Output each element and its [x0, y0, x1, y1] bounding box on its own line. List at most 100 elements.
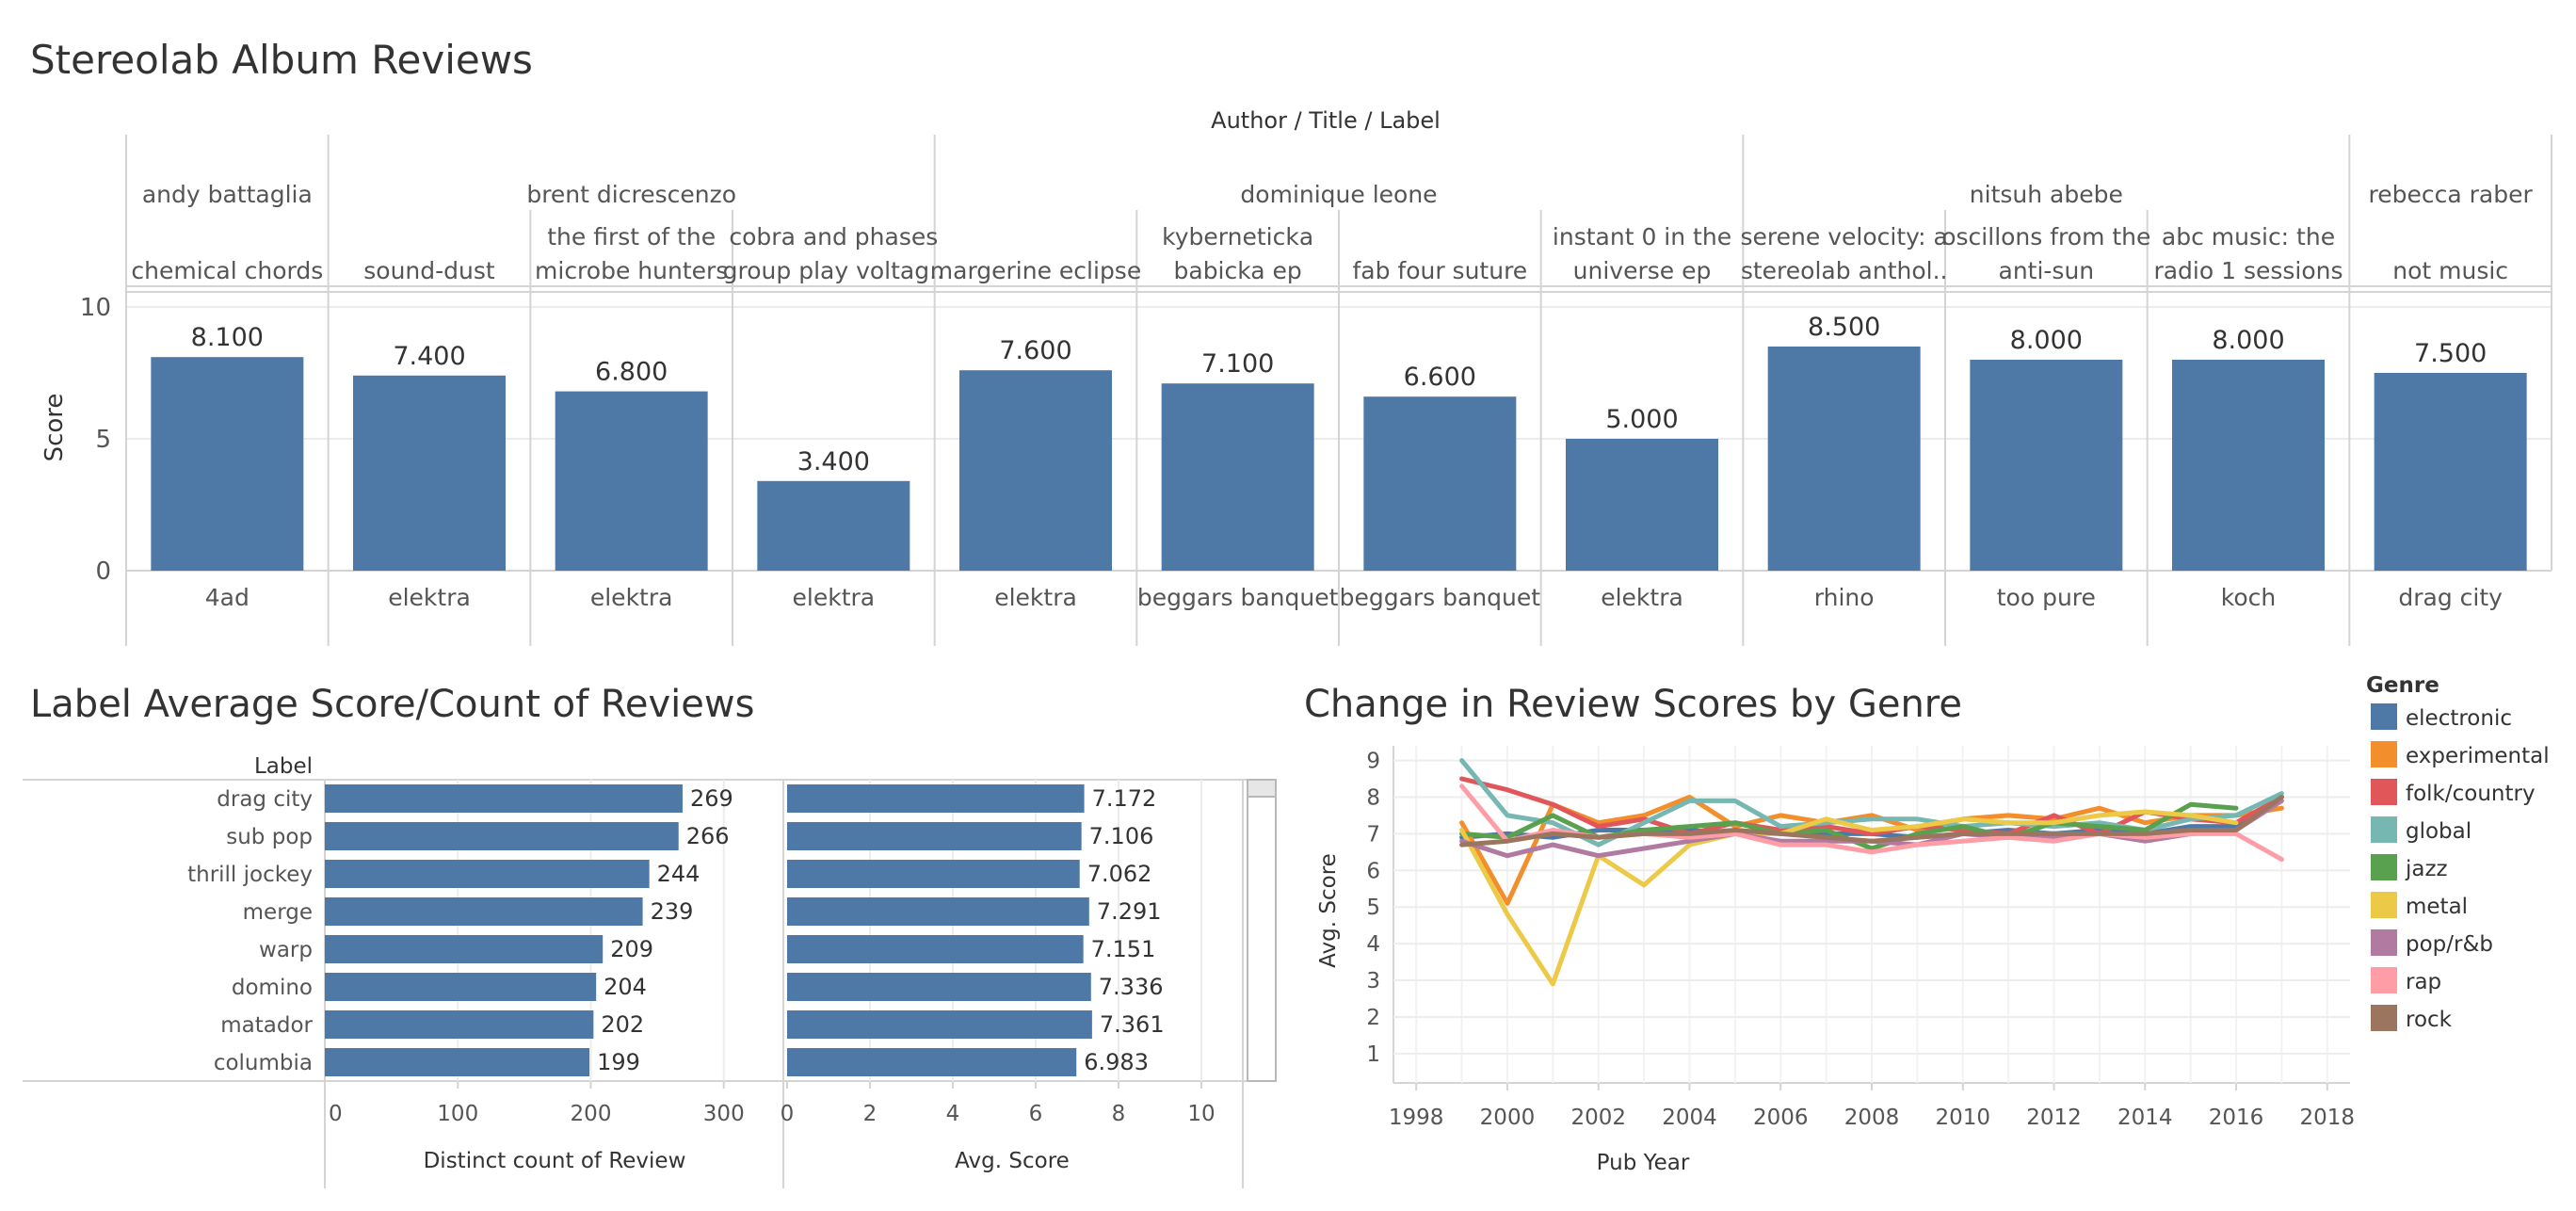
- album-title: stereolab anthol..: [1741, 257, 1948, 284]
- count-bar[interactable]: [325, 897, 643, 926]
- legend-item[interactable]: pop/r&b: [2371, 929, 2493, 957]
- count-value-label: 209: [610, 936, 653, 962]
- legend-label: jazz: [2405, 857, 2448, 881]
- score-label: 7.600: [999, 336, 1071, 365]
- y-tick-label: 4: [1366, 932, 1380, 957]
- score-bar[interactable]: [757, 480, 910, 571]
- legend-swatch: [2371, 892, 2397, 918]
- scrollbar-thumb[interactable]: [1247, 779, 1277, 798]
- album-title: sound-dust: [363, 257, 495, 284]
- axis-ticks: 1 2 3 4 5 6 7 8 9 1998 2000 2002 2004 2006 2008 2010 201…: [1366, 750, 2355, 1130]
- score-bar[interactable]: [555, 391, 708, 571]
- score-bar[interactable]: [1161, 383, 1314, 571]
- count-bar[interactable]: [325, 822, 679, 850]
- y-tick-label: 10: [80, 294, 111, 322]
- count-bar[interactable]: [325, 1048, 590, 1076]
- count-tick-label: 300: [703, 1102, 745, 1126]
- avg-score-bar[interactable]: [787, 897, 1089, 926]
- count-bar[interactable]: [325, 1010, 594, 1039]
- legend-item[interactable]: jazz: [2371, 854, 2448, 881]
- label-row-name: drag city: [217, 787, 313, 812]
- count-bar[interactable]: [325, 973, 597, 1001]
- score-bar[interactable]: [1566, 439, 1718, 571]
- count-axis-label: Distinct count of Review: [424, 1149, 686, 1173]
- record-label: elektra: [1601, 584, 1683, 611]
- record-label: elektra: [793, 584, 876, 611]
- score-bar[interactable]: [151, 357, 304, 571]
- score-bar[interactable]: [1767, 347, 1921, 571]
- x-tick-label: 2004: [1662, 1106, 1717, 1130]
- series-line-metal[interactable]: [1459, 809, 2239, 987]
- count-value-label: 202: [601, 1011, 644, 1038]
- score-label: 6.800: [595, 358, 668, 387]
- record-label: koch: [2221, 584, 2276, 611]
- scrollbar-track[interactable]: [1247, 779, 1277, 1082]
- avg-score-bar[interactable]: [787, 784, 1085, 813]
- album-score-chart: Author / Title / Label Score 0 5 10 8.100 7…: [40, 107, 2552, 646]
- legend-item[interactable]: experimental: [2371, 741, 2550, 768]
- avg-score-bar[interactable]: [787, 1048, 1077, 1076]
- legend-label: rock: [2406, 1008, 2453, 1032]
- avg-score-bar[interactable]: [787, 822, 1082, 850]
- genre-line-chart: Change in Review Scores by Genre Pub Yea…: [1304, 673, 2550, 1175]
- score-bar[interactable]: [2374, 373, 2527, 571]
- avg-axis-label: Avg. Score: [955, 1149, 1070, 1173]
- album-title: oscillons from the: [1941, 223, 2150, 250]
- avg-tick-label: 4: [946, 1102, 960, 1126]
- x-axis-label: Pub Year: [1597, 1151, 1690, 1175]
- legend-swatch: [2371, 1005, 2397, 1031]
- series-line-rock[interactable]: [1459, 795, 2284, 848]
- y-tick-label: 2: [1366, 1006, 1380, 1030]
- legend-item[interactable]: folk/country: [2371, 779, 2536, 806]
- legend-label: metal: [2406, 895, 2468, 919]
- count-bar[interactable]: [325, 784, 683, 813]
- y-tick-label: 8: [1366, 785, 1380, 810]
- album-title: the first of the: [547, 223, 716, 250]
- legend-item[interactable]: electronic: [2371, 703, 2512, 731]
- score-label: 8.000: [2010, 326, 2083, 355]
- y-axis-label: Score: [40, 394, 69, 462]
- avg-score-bar[interactable]: [787, 973, 1091, 1001]
- header-labels: andy battaglia chemical chords 4ad brent di…: [131, 181, 2533, 611]
- x-tick-label: 2008: [1844, 1106, 1900, 1130]
- y-axis-ticks: 0 5 10: [80, 294, 111, 586]
- count-bar[interactable]: [325, 860, 650, 888]
- label-row-name: thrill jockey: [187, 863, 313, 887]
- avg-tick-label: 2: [863, 1102, 877, 1126]
- series-line-experimental[interactable]: [1459, 795, 2284, 906]
- legend-label: pop/r&b: [2406, 932, 2493, 957]
- author-label: andy battaglia: [142, 181, 313, 208]
- legend: electronic experimental folk/country global…: [2371, 703, 2550, 1032]
- score-bar[interactable]: [1363, 396, 1517, 571]
- x-tick-label: 2012: [2026, 1106, 2082, 1130]
- album-title: radio 1 sessions: [2153, 257, 2343, 284]
- avg-score-bar[interactable]: [787, 1010, 1092, 1039]
- record-label: beggars banquet: [1340, 584, 1541, 611]
- avg-value-label: 7.151: [1091, 936, 1156, 962]
- legend-item[interactable]: rap: [2371, 967, 2441, 994]
- y-tick-label: 3: [1366, 969, 1380, 993]
- avg-score-bar[interactable]: [787, 935, 1084, 963]
- gridlines: [1393, 746, 2350, 1084]
- score-bar[interactable]: [2172, 360, 2325, 571]
- x-tick-label: 2016: [2209, 1106, 2264, 1130]
- avg-tick-label: 6: [1029, 1102, 1043, 1126]
- count-value-label: 199: [597, 1049, 640, 1075]
- count-bar[interactable]: [325, 935, 604, 963]
- x-tick-label: 2010: [1935, 1106, 1990, 1130]
- score-bar[interactable]: [1970, 360, 2123, 571]
- legend-item[interactable]: global: [2371, 816, 2471, 844]
- album-title: abc music: the: [2162, 223, 2335, 250]
- score-bar[interactable]: [353, 375, 506, 571]
- score-label: 3.400: [797, 447, 870, 476]
- score-label: 5.000: [1605, 405, 1678, 434]
- record-label: elektra: [994, 584, 1077, 611]
- legend-item[interactable]: metal: [2371, 892, 2468, 919]
- avg-tick-label: 0: [781, 1102, 795, 1126]
- score-bar[interactable]: [959, 370, 1112, 571]
- avg-score-bar[interactable]: [787, 860, 1080, 888]
- label-row-name: columbia: [214, 1051, 313, 1075]
- legend-item[interactable]: rock: [2371, 1005, 2453, 1032]
- legend-swatch: [2371, 929, 2397, 956]
